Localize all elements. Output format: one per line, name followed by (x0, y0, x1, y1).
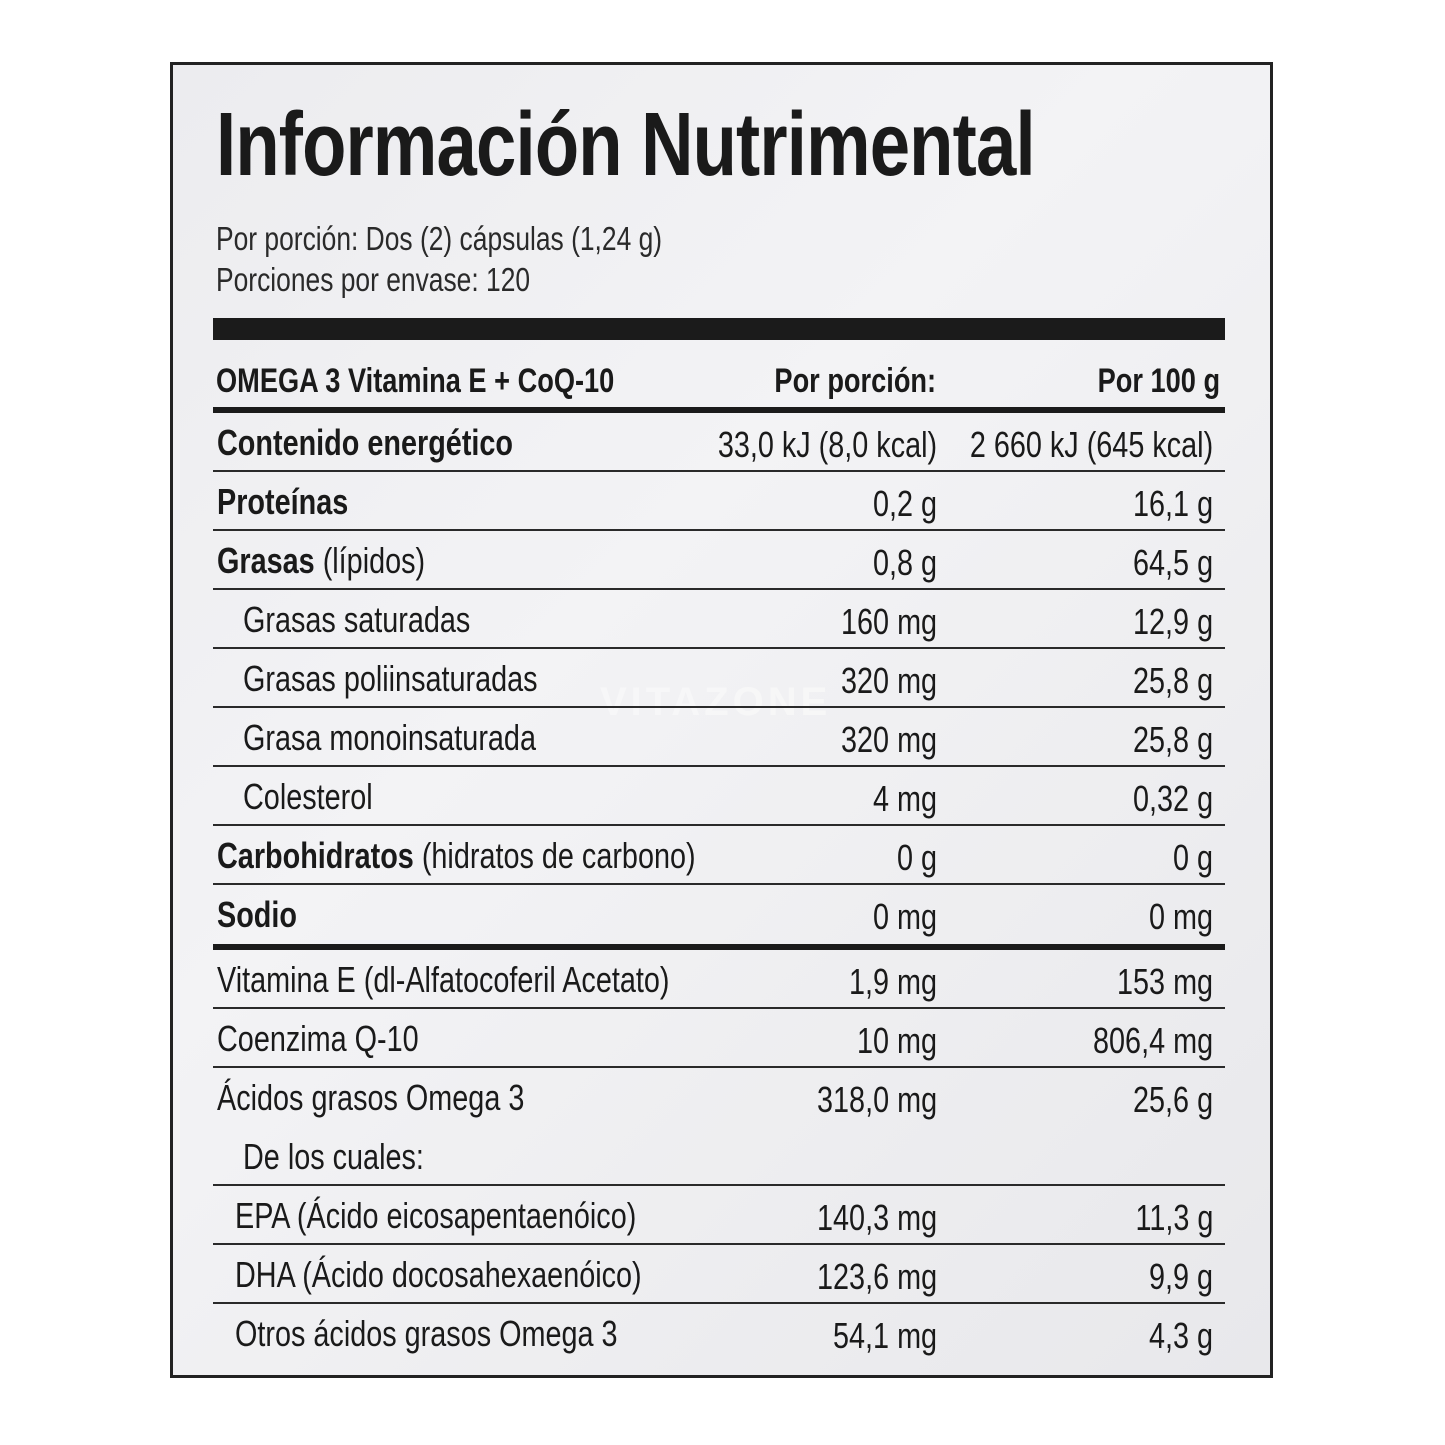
table-row: Grasa monoinsaturada 320 mg 25,8 g (213, 708, 1225, 767)
per-serving-value: 0 mg (872, 896, 937, 937)
per-100g-value: 0 mg (1148, 896, 1213, 937)
thick-divider (213, 318, 1225, 340)
per-100g-value: 25,8 g (1132, 660, 1213, 701)
nutrient-name: (hidratos de carbono) (413, 835, 696, 876)
per-serving-value: 10 mg (856, 1020, 937, 1061)
header-per-100g: Por 100 g (1067, 364, 1220, 398)
watermark: VITAZONE (600, 680, 832, 724)
nutrient-label: Coenzima Q-10 (217, 1021, 469, 1057)
serving-size: Por porción: Dos (2) cápsulas (1,24 g) (216, 222, 774, 255)
nutrient-label: Grasas (lípidos) (217, 543, 477, 579)
table-row: Grasas (lípidos) 0,8 g 64,5 g (213, 531, 1225, 590)
nutrient-label: Grasa monoinsaturada (243, 720, 609, 756)
per-serving-value: 33,0 kJ (8,0 kcal) (717, 424, 937, 465)
nutrient-label: Colesterol (243, 779, 405, 815)
per-100g-value: 4,3 g (1148, 1315, 1213, 1356)
nutrient-label: Otros ácidos grasos Omega 3 (235, 1316, 713, 1352)
nutrient-name: Coenzima Q-10 (217, 1018, 419, 1059)
per-100g-value: 9,9 g (1148, 1256, 1213, 1297)
per-serving-value: 160 mg (840, 601, 937, 642)
nutrient-label: Sodio (217, 897, 317, 933)
nutrient-name: Otros ácidos grasos Omega 3 (235, 1313, 618, 1354)
nutrient-name-bold: Proteínas (217, 481, 349, 522)
table-row: Proteínas 0,2 g 16,1 g (213, 472, 1225, 531)
nutrient-name-bold: Sodio (217, 894, 297, 935)
per-serving-value: 0,8 g (872, 542, 937, 583)
nutrient-name: EPA (Ácido eicosapentaenóico) (235, 1195, 637, 1236)
per-100g-value: 16,1 g (1132, 483, 1213, 524)
per-serving-value: 320 mg (840, 719, 937, 760)
per-serving-value: 140,3 mg (816, 1197, 937, 1238)
header-per-100g-text: Por 100 g (1097, 362, 1220, 400)
servings-per-container: Porciones por envase: 120 (216, 263, 609, 296)
nutrient-name: Vitamina E (dl-Alfatocoferil Acetato) (217, 959, 670, 1000)
nutrient-label: Contenido energético (217, 425, 587, 461)
per-100g-value: 0 g (1172, 837, 1213, 878)
per-100g-value: 806,4 mg (1092, 1020, 1213, 1061)
nutrient-name-bold: Grasas (217, 540, 315, 581)
table-row: DHA (Ácido docosahexaenóico) 123,6 mg 9,9 … (213, 1245, 1225, 1304)
table-row: Grasas poliinsaturadas 320 mg 25,8 g (213, 649, 1225, 708)
serving-size-text: Por porción: Dos (2) cápsulas (1,24 g) (216, 220, 663, 257)
table-row: Grasas saturadas 160 mg 12,9 g (213, 590, 1225, 649)
per-serving-value: 318,0 mg (816, 1079, 937, 1120)
table-row: Contenido energético 33,0 kJ (8,0 kcal) 2 … (213, 413, 1225, 472)
table-row: Sodio 0 mg 0 mg (213, 885, 1225, 950)
per-serving-value: 0 g (896, 837, 937, 878)
table-row: EPA (Ácido eicosapentaenóico) 140,3 mg 11,… (213, 1186, 1225, 1245)
per-100g-value: 153 mg (1116, 961, 1213, 1002)
per-100g-value: 25,6 g (1132, 1079, 1213, 1120)
header-per-serving-text: Por porción: (774, 362, 936, 400)
table-row: Carbohidratos (hidratos de carbono) 0 g 0 … (213, 826, 1225, 885)
header-product: OMEGA 3 Vitamina E + CoQ-10 (216, 364, 714, 398)
header-divider (213, 407, 1225, 413)
nutrient-label: EPA (Ácido eicosapentaenóico) (235, 1198, 737, 1234)
table-row: Coenzima Q-10 10 mg 806,4 mg (213, 1009, 1225, 1068)
nutrient-label: Grasas poliinsaturadas (243, 661, 611, 697)
per-100g-value: 25,8 g (1132, 719, 1213, 760)
nutrition-label-panel (170, 62, 1273, 1378)
nutrient-name-bold: Contenido energético (217, 422, 514, 463)
header-per-serving: Por porción: (734, 364, 936, 398)
nutrient-name: Grasa monoinsaturada (243, 717, 536, 758)
per-100g-value: 2 660 kJ (645 kcal) (969, 424, 1213, 465)
servings-per-container-text: Porciones por envase: 120 (216, 261, 531, 298)
table-row: Vitamina E (dl-Alfatocoferil Acetato) 1,9… (213, 950, 1225, 1009)
nutrient-label: DHA (Ácido docosahexaenóico) (235, 1257, 743, 1293)
title-text: Información Nutrimental (216, 95, 1036, 195)
nutrient-label: Grasas saturadas (243, 602, 527, 638)
per-100g-value: 64,5 g (1132, 542, 1213, 583)
nutrient-label: Proteínas (217, 484, 381, 520)
per-serving-value: 123,6 mg (816, 1256, 937, 1297)
nutrient-label: Carbohidratos (hidratos de carbono) (217, 838, 815, 874)
nutrient-name: (lípidos) (314, 540, 426, 581)
table-row: Colesterol 4 mg 0,32 g (213, 767, 1225, 826)
label-title: Información Nutrimental (216, 100, 1233, 190)
per-serving-value: 4 mg (872, 778, 937, 819)
nutrient-label: Vitamina E (dl-Alfatocoferil Acetato) (217, 962, 783, 998)
per-100g-value: 0,32 g (1132, 778, 1213, 819)
per-100g-value: 12,9 g (1132, 601, 1213, 642)
nutrient-name: DHA (Ácido docosahexaenóico) (235, 1254, 642, 1295)
header-product-text: OMEGA 3 Vitamina E + CoQ-10 (216, 362, 615, 400)
per-100g-value: 11,3 g (1135, 1197, 1213, 1238)
table-row: Ácidos grasos Omega 3 De los cuales: 318,0… (213, 1068, 1225, 1186)
per-serving-value: 54,1 mg (832, 1315, 937, 1356)
nutrient-name: Grasas saturadas (243, 599, 471, 640)
nutrient-name: Grasas poliinsaturadas (243, 658, 538, 699)
nutrient-name: Colesterol (243, 776, 373, 817)
nutrient-label: Ácidos grasos Omega 3 (217, 1080, 601, 1116)
sub-label: De los cuales: (243, 1136, 424, 1177)
table-row: Otros ácidos grasos Omega 3 54,1 mg 4,3 g (213, 1304, 1225, 1363)
per-serving-value: 0,2 g (872, 483, 937, 524)
nutrient-name: Ácidos grasos Omega 3 (217, 1077, 525, 1118)
per-serving-value: 320 mg (840, 660, 937, 701)
per-serving-value: 1,9 mg (848, 961, 937, 1002)
nutrient-name-bold: Carbohidratos (217, 835, 414, 876)
